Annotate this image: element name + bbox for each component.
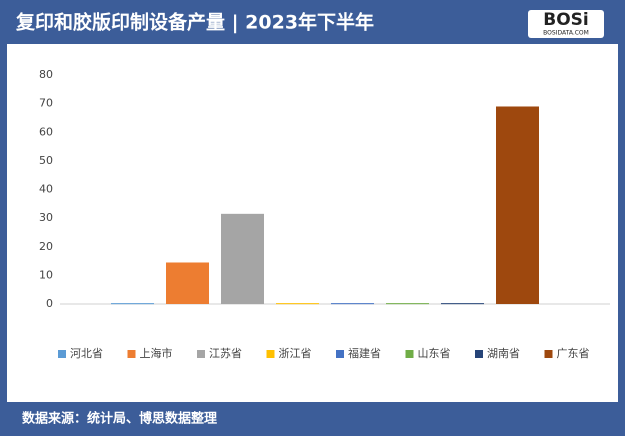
logo-box	[528, 10, 604, 38]
bar	[441, 303, 484, 305]
y-tick-label: 50	[39, 154, 53, 167]
bar	[496, 106, 539, 304]
legend-swatch	[197, 350, 205, 358]
legend-swatch	[336, 350, 344, 358]
legend-label: 福建省	[348, 346, 381, 360]
source-note: 数据来源：统计局、博思数据整理	[22, 411, 217, 427]
y-tick-label: 80	[39, 68, 53, 81]
bar	[276, 303, 319, 305]
y-tick-label: 10	[39, 268, 53, 281]
logo: BOSi	[543, 10, 588, 30]
legend-swatch	[127, 350, 136, 358]
chart-title: 复印和胶版印制设备产量 | 2023年下半年	[15, 11, 374, 34]
bar	[221, 213, 264, 304]
bar	[166, 262, 209, 304]
legend-label: 河北省	[70, 347, 103, 360]
bar	[331, 303, 374, 305]
legend-label: 浙江省	[279, 347, 312, 360]
legend-label: 上海市	[140, 346, 173, 360]
y-tick-label: 40	[39, 183, 53, 196]
legend-label: 江苏省	[209, 347, 242, 360]
y-tick-label: 20	[39, 240, 53, 253]
y-tick-label: 60	[39, 125, 53, 138]
y-tick-label: 30	[39, 211, 53, 224]
y-tick-label: 0	[46, 297, 53, 310]
legend-swatch	[266, 350, 275, 358]
bar	[386, 303, 429, 305]
legend-swatch	[475, 350, 483, 358]
legend-label: 湖南省	[487, 347, 520, 360]
legend-label: 广东省	[557, 347, 590, 360]
legend-swatch	[58, 350, 66, 358]
logo-sub: BOSIDATA.COM	[543, 30, 589, 37]
y-tick-label: 70	[39, 97, 53, 110]
legend-swatch	[405, 350, 414, 358]
legend-swatch	[544, 350, 553, 358]
legend-label: 山东省	[418, 347, 451, 360]
bar	[111, 303, 154, 305]
